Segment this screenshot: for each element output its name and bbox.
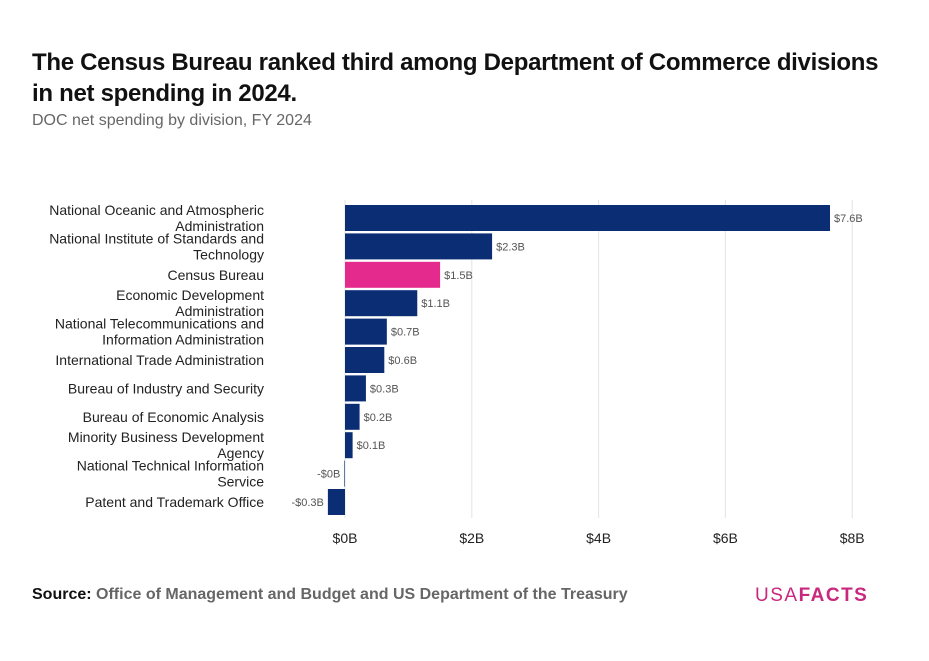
category-label: National Telecommunications and (55, 316, 264, 332)
x-tick-label: $0B (333, 530, 358, 546)
bar (345, 290, 418, 317)
bar (345, 261, 441, 288)
data-label: $7.6B (834, 213, 863, 225)
bar (344, 460, 345, 487)
category-label: Bureau of Industry and Security (68, 380, 264, 396)
bar (345, 375, 366, 402)
category-label: Administration (175, 218, 264, 234)
logo-facts: FACTS (798, 585, 869, 606)
source-label: Source: (32, 586, 92, 603)
chart-title: The Census Bureau ranked third among Dep… (32, 49, 879, 107)
data-label: $1.1B (421, 298, 450, 310)
category-label: Administration (175, 303, 264, 319)
category-label: Census Bureau (167, 267, 264, 283)
bar (327, 489, 345, 515)
category-label: Service (217, 474, 264, 490)
category-label: Bureau of Economic Analysis (83, 409, 264, 425)
x-tick-label: $8B (840, 530, 865, 546)
data-label: $0.2B (364, 412, 393, 424)
category-label: Agency (217, 445, 264, 461)
data-label: -$0B (317, 469, 340, 481)
category-label: National Institute of Standards and (49, 230, 264, 246)
data-label: $0.1B (357, 440, 386, 452)
category-label: Patent and Trademark Office (85, 494, 264, 510)
data-label: $2.3B (496, 241, 525, 253)
category-label: Economic Development (116, 287, 264, 303)
bar (345, 205, 831, 231)
logo-usa: USA (755, 585, 799, 606)
usafacts-logo: USAFACTS (755, 585, 868, 607)
bar (345, 347, 385, 373)
category-label: National Technical Information (77, 458, 264, 474)
data-label: $0.6B (388, 355, 417, 367)
data-label: $1.5B (444, 270, 473, 282)
source-text: Office of Management and Budget and US D… (96, 586, 628, 603)
x-tick-label: $2B (459, 530, 484, 546)
bar (345, 403, 360, 430)
category-label: Minority Business Development (68, 429, 264, 445)
category-label: Technology (193, 246, 264, 262)
x-tick-label: $4B (586, 530, 611, 546)
category-label: Information Administration (102, 332, 264, 348)
chart-subtitle: DOC net spending by division, FY 2024 (32, 112, 312, 129)
data-label: -$0.3B (291, 497, 323, 509)
category-label: International Trade Administration (55, 352, 264, 368)
x-tick-label: $6B (713, 530, 738, 546)
source-note: Source: Office of Management and Budget … (32, 586, 628, 604)
category-label: National Oceanic and Atmospheric (49, 202, 264, 218)
bar (345, 432, 353, 459)
bar (345, 318, 387, 345)
data-label: $0.7B (391, 327, 420, 339)
bar (345, 233, 493, 260)
data-label: $0.3B (370, 383, 399, 395)
